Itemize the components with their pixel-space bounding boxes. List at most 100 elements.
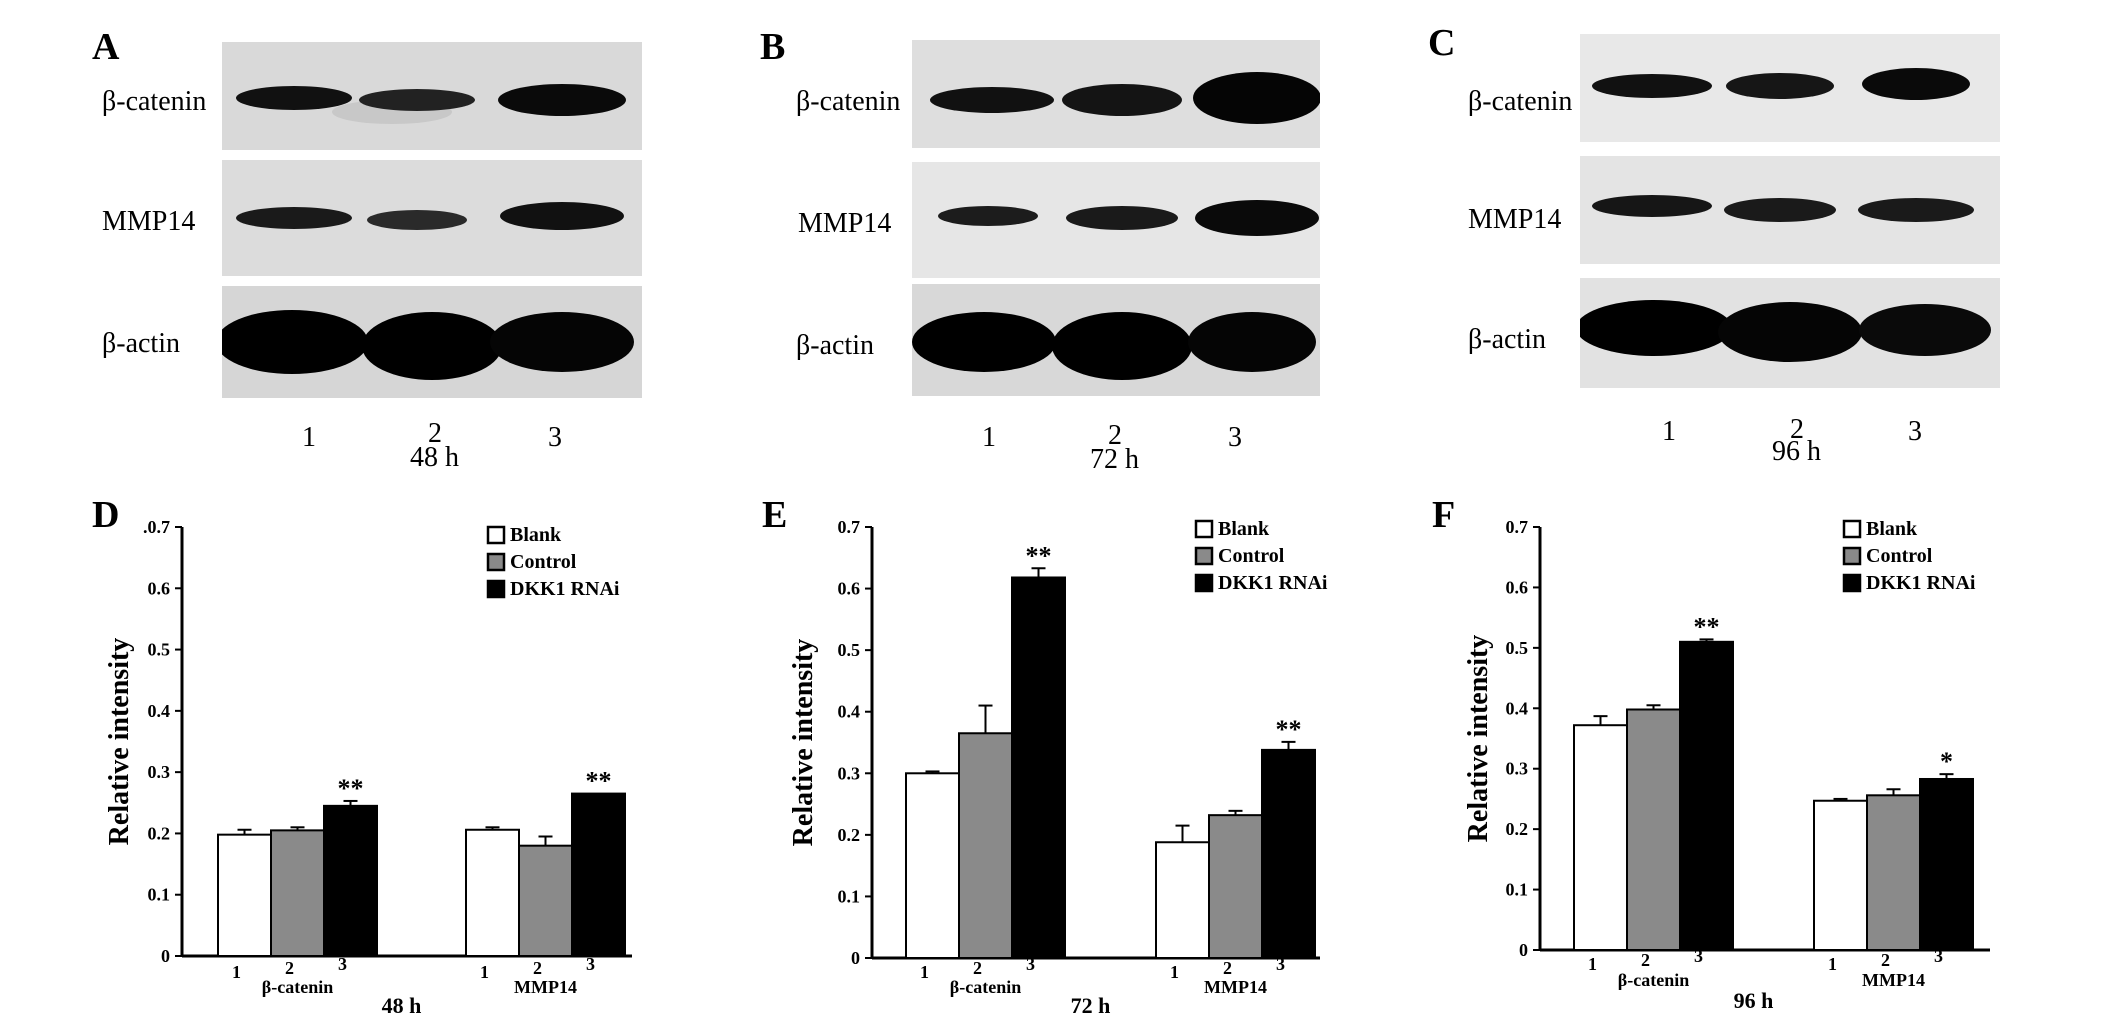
panel-letter-c: C xyxy=(1428,22,1456,64)
significance-marker: ** xyxy=(586,767,612,796)
blot-b-time-label: 72 h xyxy=(1090,444,1139,475)
legend-label: Blank xyxy=(510,524,562,546)
y-tick-label: 0.2 xyxy=(1506,819,1529,839)
y-tick-label: 0.3 xyxy=(148,762,171,782)
legend-swatch xyxy=(1842,546,1862,566)
y-tick-label: 0 xyxy=(851,948,860,968)
blot-c-lane-1: 1 xyxy=(1662,416,1676,447)
y-tick-label: 0 xyxy=(161,946,170,966)
y-tick-label: 0.6 xyxy=(1506,577,1529,597)
blot-b-lane-3: 3 xyxy=(1228,422,1242,453)
bar-lane-number: 3 xyxy=(338,954,347,974)
bar-dkk1-rnai xyxy=(323,804,378,957)
panel-letter-e: E xyxy=(762,494,788,536)
blot-c-lane-3: 3 xyxy=(1908,416,1922,447)
panel-letter-f: F xyxy=(1432,494,1456,536)
x-axis-label: 96 h xyxy=(1734,988,1774,1013)
group-label: MMP14 xyxy=(514,977,577,997)
bar-lane-number: 3 xyxy=(1026,954,1035,974)
bar-lane-number: 2 xyxy=(533,958,542,978)
legend-swatch xyxy=(1842,519,1862,539)
y-tick-label: 0.4 xyxy=(838,702,861,722)
blot-a-row-2-label: MMP14 xyxy=(102,206,196,237)
bar-dkk1-rnai xyxy=(571,792,626,957)
bar-control xyxy=(1208,814,1263,960)
bar-lane-number: 1 xyxy=(920,962,929,982)
group-label: β-catenin xyxy=(950,977,1021,997)
legend-swatch xyxy=(1842,573,1862,593)
legend-swatch xyxy=(486,552,506,572)
y-axis-label: Relative intensity xyxy=(104,638,135,846)
significance-marker: * xyxy=(1940,747,1953,776)
group-label: MMP14 xyxy=(1204,977,1267,997)
y-tick-label: .0.7 xyxy=(143,517,170,537)
y-tick-label: 0.5 xyxy=(148,640,171,660)
blot-b-strip-1 xyxy=(912,40,1320,148)
bar-lane-number: 3 xyxy=(1276,954,1285,974)
blot-b-row-3-label: β-actin xyxy=(796,330,874,361)
y-tick-label: 0.4 xyxy=(148,701,171,721)
y-tick-label: 0.2 xyxy=(838,825,861,845)
bar-lane-number: 1 xyxy=(1828,954,1837,974)
blot-a-strip-1 xyxy=(222,42,642,150)
blot-b-strip-3 xyxy=(912,284,1320,396)
bar-blank xyxy=(465,828,520,957)
blot-c-strip-1 xyxy=(1580,34,2000,142)
bar-control xyxy=(1626,708,1681,951)
bar-dkk1-rnai xyxy=(1679,640,1734,951)
legend-label: Control xyxy=(1218,545,1285,567)
group-label: MMP14 xyxy=(1862,970,1925,990)
significance-marker: ** xyxy=(338,774,364,803)
legend-label: Control xyxy=(510,551,577,573)
legend-swatch xyxy=(1194,519,1214,539)
bar-blank xyxy=(1155,841,1210,960)
y-tick-label: 0.1 xyxy=(838,886,861,906)
legend-label: DKK1 RNAi xyxy=(1866,572,1976,594)
y-tick-label: 0.7 xyxy=(1506,517,1529,537)
bar-blank xyxy=(1573,724,1628,951)
legend-label: DKK1 RNAi xyxy=(1218,572,1328,594)
blot-c-strip-3 xyxy=(1580,278,2000,388)
blot-b-lane-2: 2 xyxy=(1108,420,1122,451)
bar-lane-number: 3 xyxy=(1694,946,1703,966)
blot-a-lane-3: 3 xyxy=(548,422,562,453)
legend-label: Blank xyxy=(1218,518,1270,540)
panel-letter-d: D xyxy=(92,494,120,536)
bar-lane-number: 1 xyxy=(480,962,489,982)
y-tick-label: 0.3 xyxy=(1506,759,1529,779)
blot-c-row-1-label: β-catenin xyxy=(1468,86,1573,117)
blot-b-lane-1: 1 xyxy=(982,422,996,453)
legend-label: Control xyxy=(1866,545,1933,567)
bar-dkk1-rnai xyxy=(1011,576,1066,959)
bar-dkk1-rnai xyxy=(1261,748,1316,959)
y-tick-label: 0.6 xyxy=(148,578,171,598)
bar-lane-number: 2 xyxy=(1641,950,1650,970)
bar-control xyxy=(1866,794,1921,951)
legend-swatch xyxy=(486,525,506,545)
blot-b-strip-2 xyxy=(912,162,1320,278)
legend-swatch xyxy=(486,579,506,599)
y-tick-label: 0 xyxy=(1519,940,1528,960)
group-label: β-catenin xyxy=(262,977,333,997)
blot-c-row-2-label: MMP14 xyxy=(1468,204,1562,235)
legend-label: DKK1 RNAi xyxy=(510,578,620,600)
y-tick-label: 0.2 xyxy=(148,823,171,843)
y-tick-label: 0.4 xyxy=(1506,698,1529,718)
bar-lane-number: 2 xyxy=(285,958,294,978)
bar-control xyxy=(518,844,573,958)
bar-control xyxy=(270,829,325,957)
x-axis-label: 48 h xyxy=(382,993,422,1018)
bar-lane-number: 3 xyxy=(586,954,595,974)
blot-a-lane-2: 2 xyxy=(428,418,442,449)
y-tick-label: 0.1 xyxy=(148,885,171,905)
bar-lane-number: 1 xyxy=(1588,954,1597,974)
y-tick-label: 0.1 xyxy=(1506,880,1529,900)
y-axis-label: Relative intensity xyxy=(788,639,819,847)
legend-swatch xyxy=(1194,573,1214,593)
blot-c-time-label: 96 h xyxy=(1772,436,1821,467)
y-tick-label: 0.5 xyxy=(838,640,861,660)
blot-b-row-1-label: β-catenin xyxy=(796,86,901,117)
blot-c-row-3-label: β-actin xyxy=(1468,324,1546,355)
